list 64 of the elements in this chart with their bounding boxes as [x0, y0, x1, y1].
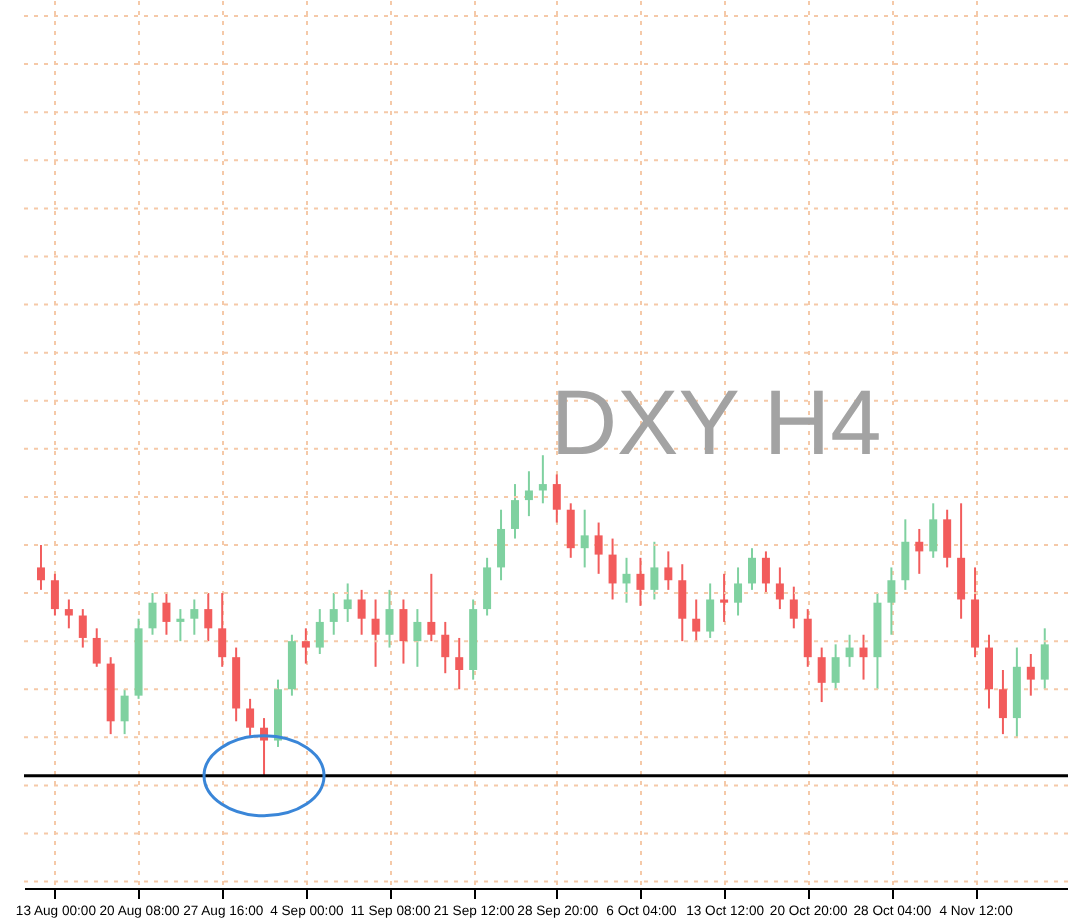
candlestick: [385, 588, 394, 649]
candlestick: [329, 592, 338, 636]
candlestick: [315, 608, 324, 655]
candlestick: [148, 592, 157, 636]
candlestick: [622, 556, 631, 604]
candlestick: [566, 502, 575, 559]
candlestick: [538, 454, 547, 505]
candlestick: [859, 633, 868, 681]
candlestick: [483, 556, 492, 617]
candlestick: [92, 627, 101, 668]
candlestick: [510, 483, 519, 540]
candlestick: [580, 508, 589, 569]
candlestick: [608, 537, 617, 601]
candlestick: [301, 627, 310, 665]
candlestick: [761, 550, 770, 595]
candlestick: [998, 669, 1007, 736]
candlestick: [357, 588, 366, 636]
candlestick: [845, 633, 854, 668]
candlestick: [218, 592, 227, 668]
candlestick: [64, 598, 73, 630]
candlestick: [246, 697, 255, 739]
candlestick: [441, 620, 450, 675]
candlestick: [1040, 627, 1049, 691]
candlestick: [775, 566, 784, 611]
candlestick: [692, 598, 701, 643]
candlestick: [120, 688, 129, 736]
candlestick: [720, 572, 729, 623]
candlestick: [399, 598, 408, 665]
candlestick: [636, 556, 645, 607]
candlestick: [36, 543, 45, 591]
candlestick: [929, 502, 938, 559]
candlestick: [817, 646, 826, 704]
candlestick: [650, 540, 659, 601]
candlestick: [734, 566, 743, 617]
candlestick: [984, 633, 993, 710]
candlestick: [552, 473, 561, 524]
candlestick: [427, 572, 436, 643]
candlestick: [901, 518, 910, 591]
candlestick: [50, 572, 59, 617]
chart-title: DXY H4: [550, 370, 882, 474]
candlestick: [943, 508, 952, 569]
candlestick: [343, 582, 352, 623]
candlestick: [747, 547, 756, 591]
candlestick: [664, 550, 673, 591]
candlestick: [371, 598, 380, 668]
candlestick: [887, 566, 896, 636]
candlestick: [803, 608, 812, 668]
candlestick: [162, 592, 171, 636]
candlestick: [915, 527, 924, 575]
candlestick: [1026, 652, 1035, 697]
candlestick: [78, 608, 87, 649]
candlestick: [204, 592, 213, 643]
candlestick: [831, 643, 840, 691]
candlestick: [789, 585, 798, 630]
candlestick: [413, 608, 422, 668]
candlestick: [706, 582, 715, 639]
candlestick: [176, 608, 185, 643]
candlestick: [497, 508, 506, 582]
candlestick: [594, 521, 603, 575]
candlestick: [524, 470, 533, 518]
candlestick: [957, 502, 966, 620]
candlestick: [190, 598, 199, 636]
candlestick: [678, 563, 687, 643]
candlestick: [455, 636, 464, 691]
